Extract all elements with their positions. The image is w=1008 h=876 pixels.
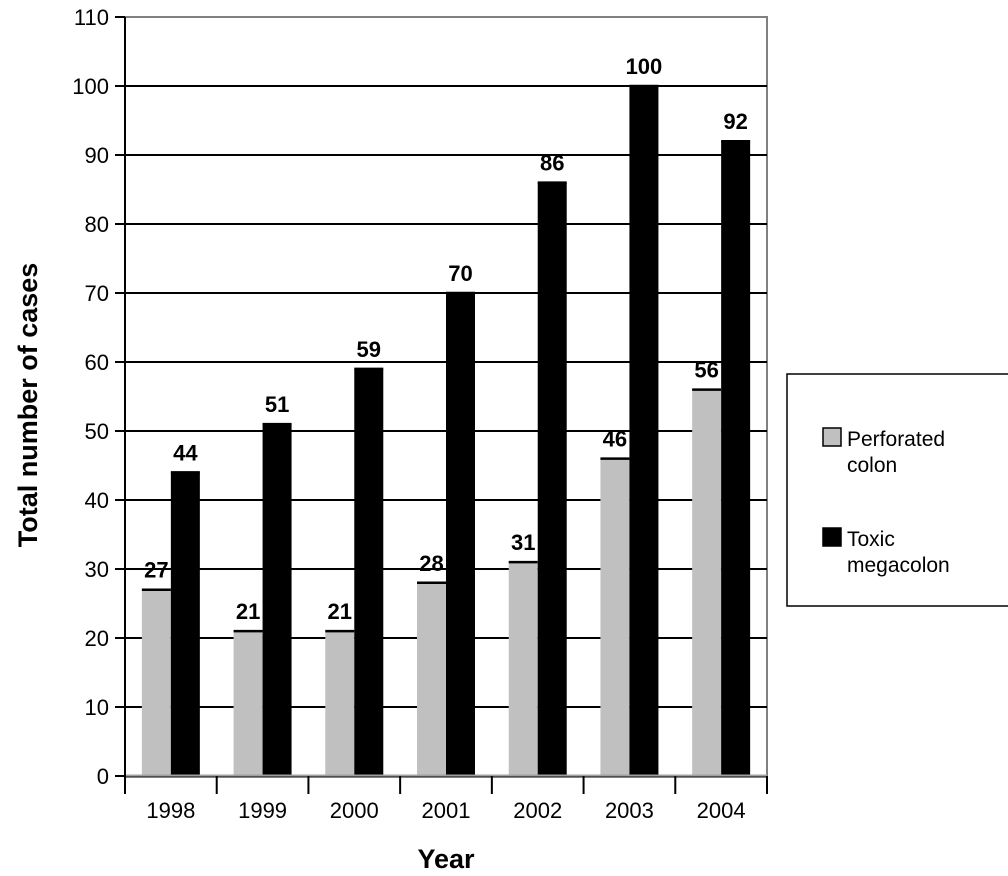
data-label: 59: [357, 337, 381, 362]
data-label: 44: [173, 440, 198, 465]
data-label: 27: [144, 558, 168, 583]
y-tick-label: 110: [74, 5, 109, 30]
legend-swatch-perforated-colon: [822, 427, 842, 447]
x-tick-label: 1999: [238, 798, 287, 823]
data-label: 51: [265, 392, 289, 417]
y-tick-label: 10: [85, 695, 109, 720]
bar-perforated-colon-2003: [600, 458, 630, 776]
data-label: 86: [540, 151, 564, 176]
data-label: 31: [511, 530, 535, 555]
bar-perforated-colon-2001: [417, 582, 446, 776]
y-tick-label: 40: [85, 488, 109, 513]
y-tick-label: 100: [72, 74, 109, 99]
x-tick-label: 2001: [422, 798, 471, 823]
bar-toxic-megacolon-2004: [721, 141, 751, 776]
y-tick-label: 80: [85, 212, 109, 237]
y-tick-label: 0: [97, 764, 109, 789]
legend-line: colon: [847, 454, 897, 477]
bar-perforated-colon-1998: [141, 589, 171, 776]
bar-perforated-colon-1999: [233, 631, 263, 776]
bar-perforated-colon-2000: [325, 631, 355, 776]
bar-toxic-megacolon-2001: [446, 293, 475, 776]
data-label: 92: [723, 109, 747, 134]
legend-line: Toxic: [847, 528, 895, 551]
y-tick-label: 50: [85, 419, 109, 444]
data-label: 28: [419, 551, 443, 576]
legend-swatch-toxic-megacolon: [822, 527, 842, 547]
bar-toxic-megacolon-1999: [262, 424, 292, 776]
x-tick-label: 2004: [697, 798, 746, 823]
legend: Perforated colon Toxic megacolon: [786, 373, 1008, 607]
x-tick-label: 2000: [330, 798, 379, 823]
x-tick-label: 2003: [605, 798, 654, 823]
bar-toxic-megacolon-1998: [170, 472, 200, 776]
y-axis-title: Total number of cases: [13, 263, 43, 548]
x-tick-label: 2002: [513, 798, 562, 823]
data-label: 46: [603, 427, 627, 452]
bar-toxic-megacolon-2003: [629, 86, 659, 776]
legend-line: Perforated: [847, 428, 945, 451]
data-label: 70: [448, 261, 472, 286]
data-label: 21: [328, 599, 352, 624]
y-tick-label: 20: [85, 626, 109, 651]
y-tick-label: 30: [85, 557, 109, 582]
x-axis-title: Year: [417, 844, 475, 874]
bar-perforated-colon-2002: [508, 562, 538, 776]
data-label: 56: [694, 358, 718, 383]
y-tick-label: 90: [85, 143, 109, 168]
legend-label-toxic-megacolon: Toxic megacolon: [847, 528, 950, 577]
data-label: 100: [626, 54, 663, 79]
legend-label-perforated-colon: Perforated colon: [847, 428, 951, 477]
legend-line: megacolon: [847, 554, 950, 577]
bar-toxic-megacolon-2002: [537, 182, 567, 777]
data-label: 21: [236, 599, 260, 624]
y-tick-label: 60: [85, 350, 109, 375]
legend-box: [786, 373, 1008, 607]
y-tick-label: 70: [85, 281, 109, 306]
x-tick-label: 1998: [146, 798, 195, 823]
bar-toxic-megacolon-2000: [354, 368, 384, 776]
bar-perforated-colon-2004: [692, 389, 722, 776]
